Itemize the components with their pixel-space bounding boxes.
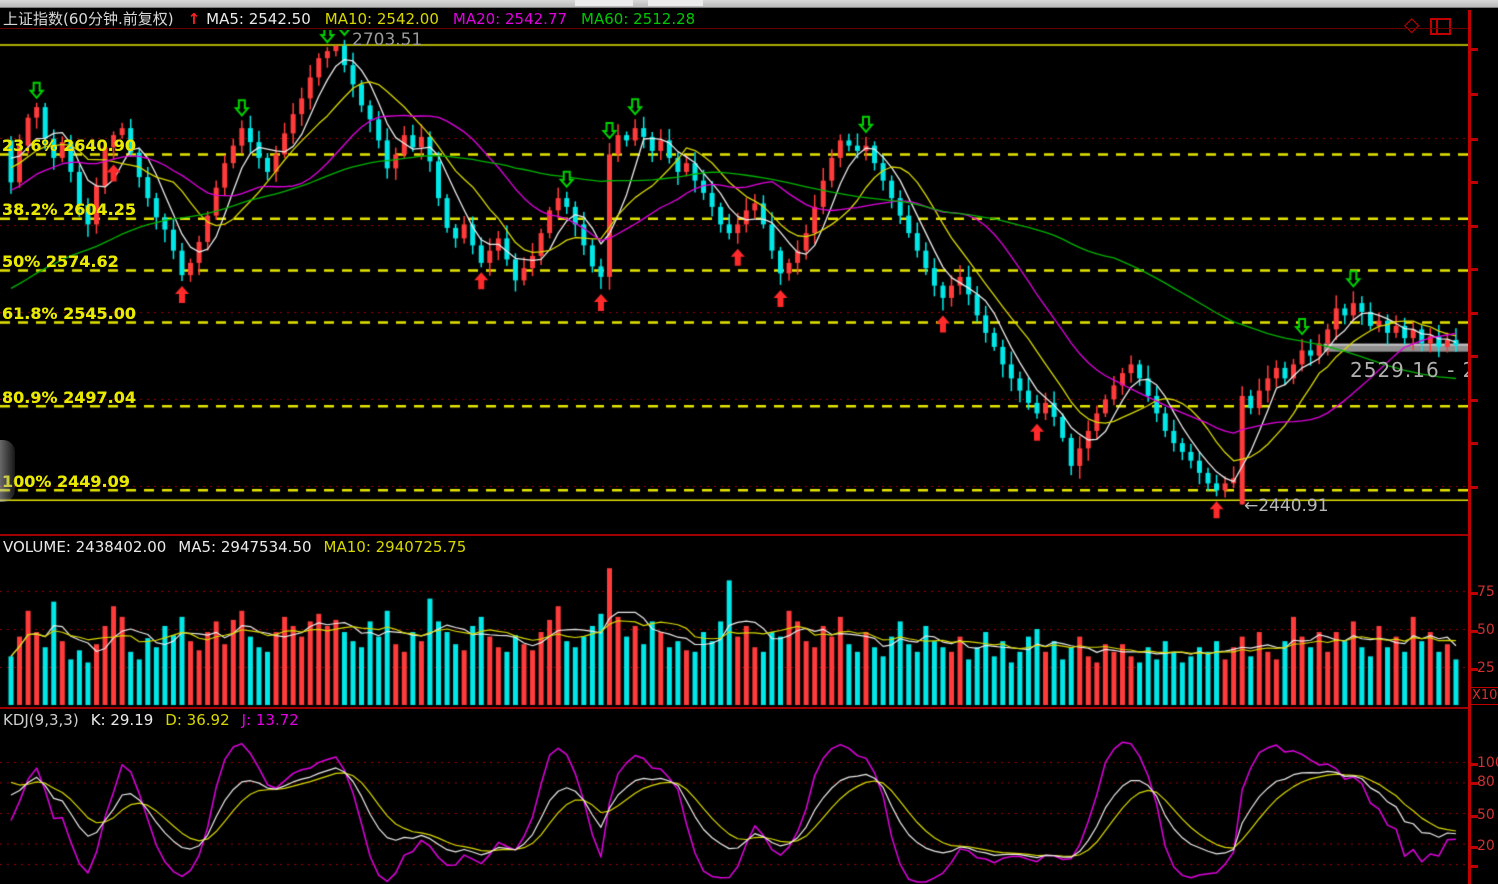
ma60-value: MA60: 2512.28 [581, 10, 696, 28]
axis-tick [1471, 312, 1478, 315]
price-pane-header: 上证指数(60分钟.前复权) ↑ MA5: 2542.50 MA10: 2542.00… [3, 9, 709, 29]
axis-tick [1471, 630, 1478, 633]
symbol-title: 上证指数(60分钟.前复权) [3, 10, 174, 28]
kdj-chart-canvas[interactable] [0, 726, 1468, 884]
kdj-axis-label: 80 [1477, 774, 1495, 790]
volume-chart-canvas[interactable] [0, 548, 1468, 706]
axis-tick [1471, 763, 1478, 766]
top-edge-segment [575, 0, 633, 6]
window-layout-icon-divider [1436, 20, 1438, 33]
peak-price-annotation: 2703.51 [352, 30, 423, 50]
axis-tick [1471, 225, 1478, 228]
axis-tick [1471, 181, 1478, 184]
axis-tick [1471, 815, 1478, 818]
left-scroll-handle[interactable] [0, 440, 15, 502]
axis-tick [1471, 592, 1478, 595]
kdj-pane-header: KDJ(9,3,3) K: 29.19 D: 36.92 J: 13.72 [3, 711, 311, 730]
kdj-k-value: K: 29.19 [90, 711, 154, 729]
axis-tick [1471, 138, 1478, 141]
low-price-annotation: ←2440.91 [1244, 496, 1329, 516]
ma20-value: MA20: 2542.77 [452, 10, 568, 28]
kdj-axis-label: 50 [1477, 807, 1495, 823]
volume-axis-label: 25 [1477, 660, 1495, 676]
kdj-j-value: J: 13.72 [241, 711, 299, 729]
ma10-value: MA10: 2542.00 [324, 10, 439, 28]
axis-tick [1471, 846, 1478, 849]
price-panel: 23.6% 2640.90 38.2% 2604.25 50% 2574.62 … [0, 30, 1498, 533]
axis-tick [1471, 865, 1478, 868]
fib-level-label: 50% 2574.62 [2, 252, 119, 271]
window-top-edge [0, 0, 1498, 8]
top-edge-segment [648, 0, 703, 6]
axis-tick [1471, 399, 1478, 402]
kdj-axis-label: 100 [1477, 755, 1498, 771]
volume-axis-label: 50 [1477, 622, 1495, 638]
volume-unit-label: X10000 [1470, 687, 1498, 705]
diamond-icon[interactable]: ◇ [1404, 12, 1420, 36]
fib-level-label: 80.9% 2497.04 [2, 388, 136, 407]
right-axis: 75 50 25 X10000 100 80 50 20 [1468, 10, 1498, 884]
panel-separator [0, 534, 1498, 536]
axis-tick [1471, 48, 1478, 51]
up-arrow-icon: ↑ [187, 10, 201, 28]
fib-level-label: 61.8% 2545.00 [2, 304, 136, 323]
fib-level-label: 23.6% 2640.90 [2, 136, 136, 155]
axis-tick [1471, 93, 1478, 96]
axis-tick [1471, 782, 1478, 785]
axis-tick [1471, 442, 1478, 445]
panel-separator [0, 707, 1498, 709]
fib-level-label: 38.2% 2604.25 [2, 200, 136, 219]
price-chart-canvas[interactable] [0, 30, 1468, 533]
fib-level-label: 100% 2449.09 [2, 472, 130, 491]
axis-tick [1471, 355, 1478, 358]
axis-tick [1471, 668, 1478, 671]
volume-axis-label: 75 [1477, 584, 1495, 600]
axis-tick [1471, 486, 1478, 489]
header-separator [0, 28, 1498, 29]
kdj-axis-label: 20 [1477, 838, 1495, 854]
kdj-d-value: D: 36.92 [165, 711, 230, 729]
axis-tick [1471, 268, 1478, 271]
ma5-value: MA5: 2542.50 [206, 10, 311, 28]
kdj-label: KDJ(9,3,3) [3, 711, 79, 729]
